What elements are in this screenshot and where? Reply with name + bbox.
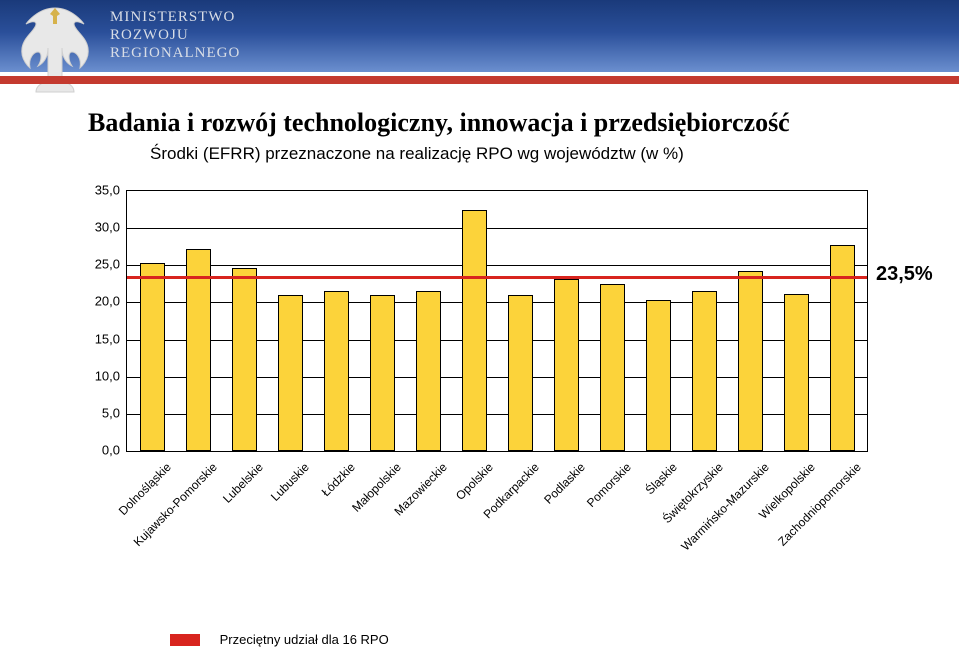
x-category-label: Warmińsko-Mazurskie: [677, 460, 772, 555]
bar: [462, 210, 487, 451]
bar: [692, 291, 717, 451]
x-category-label: Wielkopolskie: [723, 460, 818, 555]
bar: [278, 295, 303, 451]
average-line: [127, 276, 867, 279]
bar: [508, 295, 533, 451]
y-tick-label: 15,0: [80, 331, 120, 346]
ministry-line1: MINISTERSTWO: [110, 9, 235, 25]
slide-content: Badania i rozwój technologiczny, innowac…: [0, 84, 959, 562]
bar: [738, 271, 763, 452]
gridline: [127, 228, 867, 229]
bar: [370, 295, 395, 451]
x-category-label: Zachodniopomorskie: [769, 460, 864, 555]
page-subtitle: Środki (EFRR) przeznaczone na realizację…: [150, 144, 911, 164]
ministry-line3: REGIONALNEGO: [110, 45, 240, 61]
y-tick-label: 5,0: [80, 405, 120, 420]
header-red-divider: [0, 76, 959, 84]
ministry-line2: ROZWOJU: [110, 27, 189, 43]
gridline: [127, 265, 867, 266]
legend-swatch: [170, 634, 200, 646]
y-tick-label: 10,0: [80, 368, 120, 383]
bar: [646, 300, 671, 451]
x-category-label: Kujawsko-Pomorskie: [125, 460, 220, 555]
legend-text: Przeciętny udział dla 16 RPO: [220, 632, 389, 647]
y-tick-label: 30,0: [80, 220, 120, 235]
x-category-label: Dolnośląskie: [79, 460, 174, 555]
plot-area: [126, 190, 868, 452]
x-category-label: Podlaskie: [493, 460, 588, 555]
x-category-label: Lubuskie: [217, 460, 312, 555]
header-ribbon: MINISTERSTWO ROZWOJU REGIONALNEGO: [0, 0, 959, 72]
y-tick-label: 0,0: [80, 443, 120, 458]
x-category-label: Podkarpackie: [447, 460, 542, 555]
legend: Przeciętny udział dla 16 RPO: [170, 631, 389, 647]
y-tick-label: 35,0: [80, 183, 120, 198]
y-tick-label: 20,0: [80, 294, 120, 309]
header: MINISTERSTWO ROZWOJU REGIONALNEGO: [0, 0, 959, 84]
bar: [416, 291, 441, 451]
x-category-label: Lubelskie: [171, 460, 266, 555]
bar: [784, 294, 809, 451]
x-category-label: Świętokrzyskie: [631, 460, 726, 555]
average-value-label: 23,5%: [876, 263, 933, 286]
x-category-label: Opolskie: [401, 460, 496, 555]
x-category-label: Śląskie: [585, 460, 680, 555]
bar-chart: 23,5% 0,05,010,015,020,025,030,035,0Doln…: [80, 182, 900, 562]
x-category-label: Małopolskie: [309, 460, 404, 555]
bar: [324, 291, 349, 451]
x-category-label: Mazowieckie: [355, 460, 450, 555]
y-tick-label: 25,0: [80, 257, 120, 272]
bar: [600, 284, 625, 451]
ministry-name: MINISTERSTWO ROZWOJU REGIONALNEGO: [110, 8, 240, 62]
bar: [554, 279, 579, 451]
x-category-label: Pomorskie: [539, 460, 634, 555]
x-category-label: Łódzkie: [263, 460, 358, 555]
bar: [140, 263, 165, 451]
page-title: Badania i rozwój technologiczny, innowac…: [88, 108, 911, 138]
bar: [232, 268, 257, 451]
